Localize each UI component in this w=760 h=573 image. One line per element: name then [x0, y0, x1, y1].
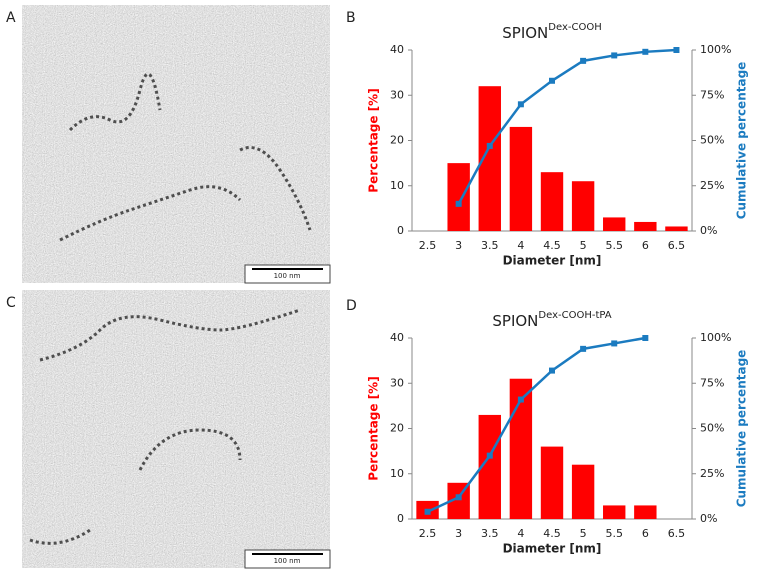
bar [603, 505, 626, 519]
x-tick-label: 4 [517, 527, 524, 540]
line-marker [455, 494, 462, 501]
line-marker [580, 57, 587, 64]
line-marker [549, 77, 555, 84]
line-marker [549, 367, 555, 374]
x-tick-label: 5 [580, 527, 587, 540]
x-axis-label: Diameter [nm] [503, 542, 602, 556]
y-axis-label: Percentage [%] [367, 376, 381, 480]
bar [571, 181, 595, 231]
x-axis-label: Diameter [nm] [503, 254, 602, 268]
bar [634, 505, 657, 519]
bar [478, 86, 501, 231]
bar [571, 464, 595, 519]
x-tick-label: 2.5 [419, 239, 437, 252]
y2-tick-label: 0% [700, 512, 717, 525]
y-tick-label: 40 [390, 43, 404, 56]
x-tick-label: 4.5 [543, 239, 561, 252]
y2-axis-label: Cumulative percentage [735, 350, 749, 508]
line-marker [611, 340, 618, 347]
y2-tick-label: 75% [700, 376, 724, 389]
y-tick-label: 10 [390, 179, 404, 192]
bar [509, 378, 533, 519]
panel-label: A [6, 10, 16, 26]
y2-tick-label: 25% [700, 179, 724, 192]
x-tick-label: 3.5 [481, 527, 499, 540]
bar [634, 221, 657, 231]
bar [509, 126, 533, 231]
y-tick-label: 10 [390, 467, 404, 480]
y2-tick-label: 25% [700, 467, 724, 480]
panel-label: D [346, 298, 357, 314]
line-marker [580, 345, 587, 352]
y2-tick-label: 0% [700, 224, 717, 237]
y2-tick-label: 50% [700, 134, 724, 147]
line-marker [486, 452, 493, 459]
x-tick-label: 3 [455, 239, 462, 252]
tem-image-a: 100 nm [22, 5, 331, 284]
scale-bar-label: 100 nm [274, 557, 301, 565]
x-tick-label: 5.5 [605, 527, 623, 540]
y2-tick-label: 50% [700, 422, 724, 435]
title-sup: Dex-COOH-tPA [538, 310, 611, 321]
line-marker [642, 48, 649, 55]
x-tick-label: 5.5 [605, 239, 623, 252]
x-tick-label: 6 [642, 239, 649, 252]
panel-label: B [346, 10, 356, 26]
chart-title: SPIONDex-COOH-tPA [492, 310, 611, 330]
y-tick-label: 20 [390, 134, 404, 147]
y-tick-label: 40 [390, 331, 404, 344]
y-tick-label: 0 [397, 224, 404, 237]
line-marker [611, 52, 618, 59]
bar [447, 163, 470, 231]
x-tick-label: 3 [455, 527, 462, 540]
chart-title: SPIONDex-COOH [502, 22, 601, 42]
line-marker [673, 47, 680, 53]
bar [603, 217, 626, 231]
line-marker [424, 508, 431, 515]
x-tick-label: 5 [580, 239, 587, 252]
bar [540, 172, 564, 231]
y-axis-label: Percentage [%] [367, 88, 381, 192]
y2-tick-label: 100% [700, 43, 731, 56]
y2-tick-label: 100% [700, 331, 731, 344]
x-tick-label: 6.5 [668, 527, 686, 540]
x-tick-label: 3.5 [481, 239, 499, 252]
x-tick-label: 6 [642, 527, 649, 540]
panel-label: C [6, 295, 16, 311]
y2-axis-label: Cumulative percentage [735, 62, 749, 220]
x-tick-label: 6.5 [668, 239, 686, 252]
line-marker [517, 396, 524, 403]
x-tick-label: 2.5 [419, 527, 437, 540]
bar [540, 446, 564, 519]
x-tick-label: 4.5 [543, 527, 561, 540]
tem-image-c: 100 nm [22, 290, 331, 569]
line-marker [455, 200, 462, 207]
bar [478, 414, 501, 519]
bar [665, 226, 688, 231]
x-tick-label: 4 [517, 239, 524, 252]
y-tick-label: 20 [390, 422, 404, 435]
line-marker [642, 335, 649, 341]
line-marker [486, 142, 493, 149]
title-sup: Dex-COOH [548, 22, 601, 33]
title-main: SPION [492, 312, 538, 330]
y-tick-label: 0 [397, 512, 404, 525]
y-tick-label: 30 [390, 88, 404, 101]
scale-bar-label: 100 nm [274, 272, 301, 280]
cumulative-line [427, 336, 646, 513]
title-main: SPION [502, 24, 548, 42]
y2-tick-label: 75% [700, 88, 724, 101]
line-marker [517, 101, 524, 108]
cumulative-line [457, 48, 677, 205]
y-tick-label: 30 [390, 376, 404, 389]
